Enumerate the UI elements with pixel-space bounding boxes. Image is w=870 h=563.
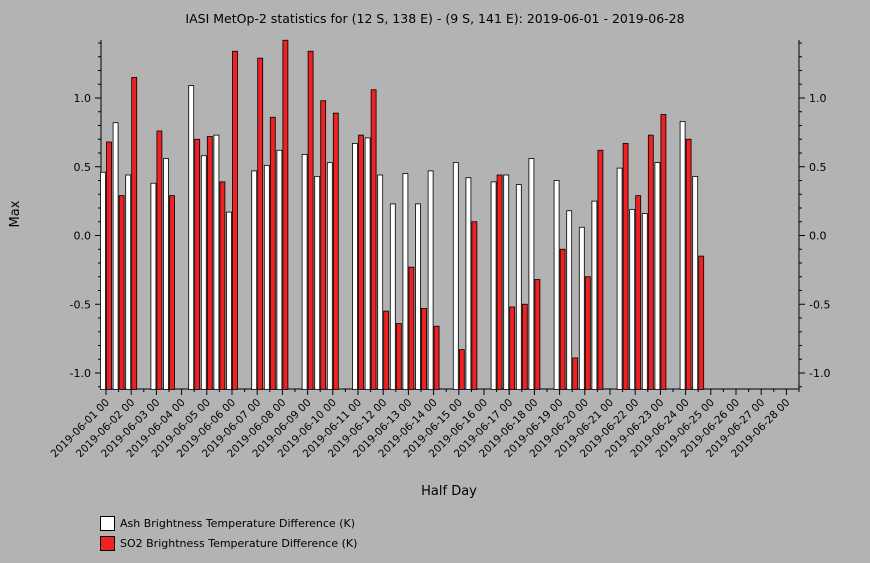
- bar-ash: [578, 226, 585, 390]
- bar-ash: [553, 180, 560, 390]
- bar-so2: [219, 181, 226, 390]
- y-tick-label-right: 0.0: [809, 230, 827, 243]
- legend-swatch-so2: [100, 535, 115, 551]
- bar-ash: [515, 184, 522, 390]
- bars: [100, 39, 705, 390]
- y-tick-label-left: 1.0: [74, 92, 92, 105]
- bar-ash: [226, 211, 232, 390]
- bar-ash: [314, 175, 321, 390]
- bar-ash: [200, 155, 207, 390]
- bar-ash: [263, 164, 270, 390]
- bar-ash: [213, 134, 220, 390]
- y-tick-label-right: 1.0: [809, 92, 827, 105]
- y-tick-label-left: 0.0: [74, 230, 92, 243]
- bar-ash: [629, 208, 636, 390]
- x-axis-label: Half Day: [421, 484, 477, 499]
- bar-so2: [194, 138, 201, 390]
- bar-ash: [352, 142, 358, 390]
- bar-so2: [358, 134, 364, 390]
- bar-ash: [377, 174, 384, 390]
- legend: Ash Brightness Temperature Difference (K…: [100, 513, 357, 553]
- y-tick-label-left: 0.5: [74, 161, 92, 174]
- bar-so2: [534, 279, 541, 390]
- bar-so2: [647, 134, 654, 390]
- bar-ash: [188, 85, 195, 390]
- legend-swatch-ash: [100, 515, 115, 531]
- y-axis-label: Max: [8, 200, 23, 227]
- bar-so2: [458, 349, 465, 390]
- bar-so2: [408, 266, 415, 390]
- bar-ash: [301, 153, 308, 390]
- legend-label-so2: SO2 Brightness Temperature Difference (K…: [120, 536, 358, 550]
- bar-ash: [326, 162, 333, 390]
- bar-ash: [566, 210, 573, 390]
- bar-ash: [503, 174, 510, 390]
- bar-ash: [679, 120, 686, 390]
- legend-item-so2: SO2 Brightness Temperature Difference (K…: [100, 533, 357, 553]
- y-tick-label-left: -0.5: [70, 298, 91, 311]
- bar-so2: [206, 136, 213, 390]
- y-tick-label-left: -1.0: [70, 367, 91, 380]
- bar-so2: [131, 76, 138, 390]
- bar-ash: [427, 170, 434, 390]
- chart-title: IASI MetOp-2 statistics for (12 S, 138 E…: [185, 11, 684, 26]
- bar-ash: [150, 182, 157, 390]
- bar-so2: [433, 325, 440, 390]
- bar-ash: [364, 137, 371, 390]
- bar-so2: [257, 57, 264, 390]
- bar-so2: [320, 100, 327, 390]
- bar-ash: [465, 177, 472, 390]
- bar-so2: [496, 174, 503, 390]
- bar-ash: [654, 162, 661, 390]
- y-tick-label-right: 0.5: [809, 161, 827, 174]
- bar-ash: [591, 200, 598, 390]
- bar-so2: [383, 310, 390, 390]
- bar-so2: [685, 138, 692, 390]
- bar-so2: [282, 39, 289, 390]
- bar-so2: [421, 307, 427, 390]
- bar-ash: [389, 203, 396, 390]
- bar-so2: [118, 195, 125, 390]
- bar-so2: [584, 276, 591, 390]
- bar-so2: [106, 141, 112, 390]
- bar-ash: [490, 181, 497, 390]
- bar-so2: [635, 195, 642, 390]
- bar-so2: [698, 255, 705, 390]
- bar-so2: [307, 50, 314, 390]
- legend-label-ash: Ash Brightness Temperature Difference (K…: [120, 516, 355, 530]
- bar-ash: [112, 122, 119, 390]
- bar-so2: [559, 248, 566, 390]
- bar-ash: [125, 174, 132, 390]
- bar-ash: [641, 213, 648, 390]
- bar-ash: [276, 149, 283, 390]
- bar-ash: [528, 158, 535, 390]
- y-tick-label-right: -0.5: [809, 298, 830, 311]
- bar-ash: [402, 173, 409, 390]
- bar-ash: [616, 167, 623, 390]
- bar-so2: [370, 89, 377, 390]
- bar-so2: [269, 116, 276, 390]
- bar-so2: [471, 221, 478, 390]
- bar-so2: [660, 114, 667, 390]
- bar-so2: [509, 306, 516, 390]
- bar-so2: [597, 149, 604, 390]
- bar-so2: [232, 50, 238, 390]
- bar-ash: [251, 170, 258, 390]
- legend-item-ash: Ash Brightness Temperature Difference (K…: [100, 513, 357, 533]
- bar-so2: [622, 142, 629, 390]
- bar-so2: [169, 195, 175, 390]
- tick-labels: -1.0 -1.0-0.5 -0.50.0 0.00.5 0.51.0 1.02019-0…: [49, 92, 831, 460]
- bar-ash: [415, 203, 421, 390]
- bar-so2: [395, 323, 402, 390]
- bar-so2: [332, 112, 339, 390]
- bar-so2: [156, 130, 163, 390]
- y-tick-label-right: -1.0: [809, 367, 830, 380]
- bar-ash: [452, 162, 459, 390]
- bar-so2: [572, 357, 579, 390]
- bar-ash: [100, 171, 106, 390]
- bar-so2: [521, 303, 528, 390]
- bar-ash: [163, 158, 169, 390]
- bar-ash: [692, 175, 699, 390]
